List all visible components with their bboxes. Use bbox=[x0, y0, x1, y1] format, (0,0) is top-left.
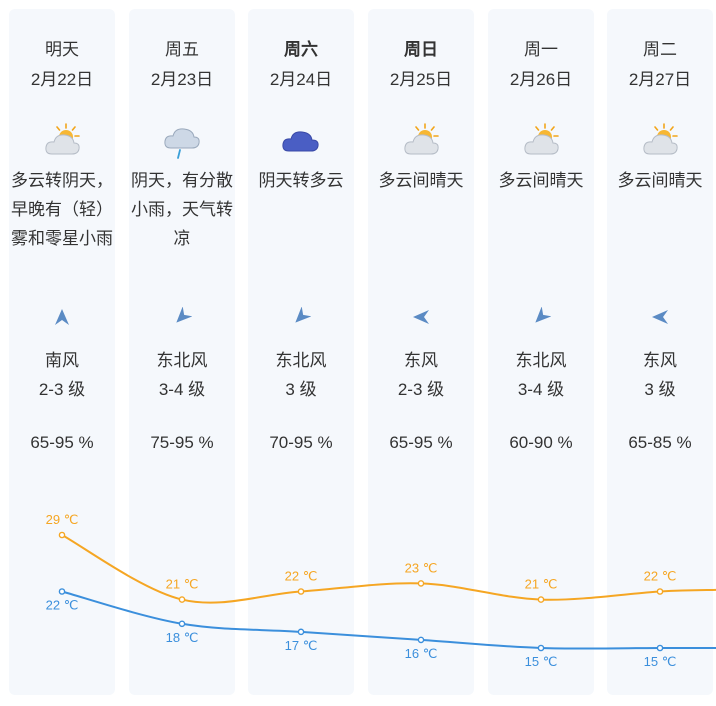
weather-description: 阴天，有分散小雨，天气转凉 bbox=[131, 171, 233, 248]
wind-direction: 东北风 bbox=[156, 351, 208, 370]
wind-direction-icon bbox=[531, 306, 552, 327]
date-label: 2月23日 bbox=[150, 70, 214, 89]
wind-direction: 东风 bbox=[404, 351, 438, 370]
wind-level: 3 级 bbox=[285, 380, 317, 399]
wind-level: 2-3 级 bbox=[38, 380, 86, 399]
wind-direction-icon bbox=[52, 307, 72, 327]
wind-level: 3-4 级 bbox=[158, 380, 206, 399]
day-name: 明天 bbox=[45, 40, 79, 59]
day-column: 周一 2月26日多云间晴天东北风 3-4 级 60-90 % bbox=[488, 9, 594, 695]
overcast-cloud-icon bbox=[281, 121, 321, 161]
day-name: 周五 bbox=[165, 40, 199, 59]
wind-direction: 东北风 bbox=[275, 351, 327, 370]
day-name: 周六 bbox=[284, 40, 318, 59]
wind-direction-icon bbox=[291, 306, 312, 327]
rain-cloud-icon bbox=[162, 121, 202, 161]
wind-direction-icon bbox=[650, 307, 670, 327]
cloudy-sun-icon bbox=[521, 121, 561, 161]
day-column: 周五 2月23日阴天，有分散小雨，天气转凉东北风 3-4 级 75-95 % bbox=[129, 9, 235, 695]
day-name: 周日 bbox=[404, 40, 438, 59]
wind-direction-icon bbox=[411, 307, 431, 327]
date-label: 2月22日 bbox=[30, 70, 94, 89]
day-column: 周二 2月27日多云间晴天东风 3 级 65-85 % bbox=[607, 9, 713, 695]
humidity: 65-85 % bbox=[628, 433, 692, 452]
wind-direction: 东北风 bbox=[515, 351, 567, 370]
wind-direction: 南风 bbox=[45, 351, 79, 370]
cloudy-sun-icon bbox=[401, 121, 441, 161]
weather-description: 多云转阴天，早晚有（轻）雾和零星小雨 bbox=[11, 171, 113, 248]
cloudy-sun-icon bbox=[42, 121, 82, 161]
day-column: 明天 2月22日多云转阴天，早晚有（轻）雾和零星小雨南风 2-3 级 65-95 % bbox=[9, 9, 115, 695]
day-column: 周日 2月25日多云间晴天东风 2-3 级 65-95 % bbox=[368, 9, 474, 695]
weather-description: 多云间晴天 bbox=[498, 171, 584, 190]
humidity: 70-95 % bbox=[269, 433, 333, 452]
date-label: 2月26日 bbox=[509, 70, 573, 89]
wind-level: 3 级 bbox=[644, 380, 676, 399]
wind-level: 2-3 级 bbox=[397, 380, 445, 399]
day-name: 周一 bbox=[524, 40, 558, 59]
weather-description: 多云间晴天 bbox=[378, 171, 464, 190]
date-label: 2月27日 bbox=[628, 70, 692, 89]
date-label: 2月24日 bbox=[269, 70, 333, 89]
day-name: 周二 bbox=[643, 40, 677, 59]
humidity: 75-95 % bbox=[150, 433, 214, 452]
humidity: 65-95 % bbox=[389, 433, 453, 452]
date-label: 2月25日 bbox=[389, 70, 453, 89]
wind-level: 3-4 级 bbox=[517, 380, 565, 399]
humidity: 60-90 % bbox=[509, 433, 573, 452]
cloudy-sun-icon bbox=[640, 121, 680, 161]
wind-direction-icon bbox=[172, 306, 193, 327]
weather-description: 多云间晴天 bbox=[617, 171, 703, 190]
weather-description: 阴天转多云 bbox=[258, 171, 344, 190]
wind-direction: 东风 bbox=[643, 351, 677, 370]
day-column: 周六 2月24日阴天转多云东北风 3 级 70-95 % bbox=[248, 9, 354, 695]
humidity: 65-95 % bbox=[30, 433, 94, 452]
